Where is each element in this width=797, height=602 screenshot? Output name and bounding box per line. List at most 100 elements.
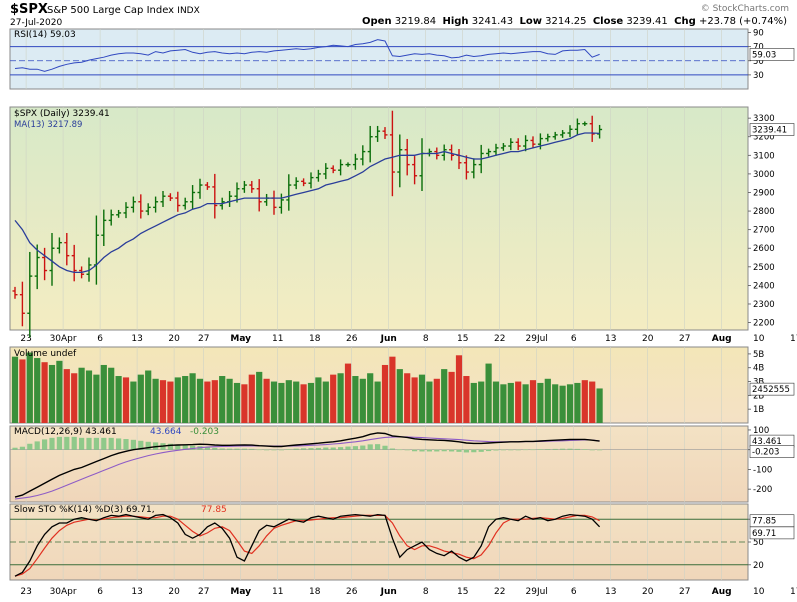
price-legend: $SPX (Daily) 3239.41 [14,109,110,119]
volume-bar [122,377,130,423]
x-tick-label: 26 [346,587,358,597]
rsi-line [14,39,600,72]
x-tick-label: 22 [494,334,505,344]
macd-histogram-bar [552,448,558,450]
volume-bar [152,378,159,423]
macd-histogram-bar [227,448,233,450]
macd-histogram-bar [116,438,122,450]
macd-histogram-bar [308,448,314,450]
volume-bar [167,381,174,423]
volume-bar [85,370,93,423]
macd-histogram-bar [234,448,240,450]
volume-bar [93,374,100,423]
volume-bar [270,381,278,423]
x-tick-label: 17 [790,587,797,597]
macd-hist-tag: -0.203 [752,448,779,458]
volume-bar [581,380,588,423]
price-y-tick-label: 2400 [753,281,775,291]
volume-bar [552,384,559,423]
macd-histogram-bar [589,449,595,451]
macd-histogram-bar [493,449,499,451]
volume-bar [19,359,26,423]
volume-bar [389,356,396,423]
macd-histogram-bar [138,440,144,450]
sto-d-legend: 77.85 [201,505,227,515]
macd-histogram-bar [301,448,307,450]
x-tick-label: Aug [712,587,732,597]
volume-y-tick-label: 2B [753,391,764,401]
macd-y-tick-label: -100 [753,465,772,475]
x-tick-label: 27 [198,587,209,597]
volume-bar [182,376,189,423]
ma-legend: MA(13) 3217.89 [14,120,82,130]
macd-histogram-bar [241,448,247,450]
macd-histogram-bar [42,439,48,450]
volume-value-tag: 2452555 [752,385,790,395]
brand-logo: © StockCharts.com [700,4,789,14]
volume-bar [448,371,455,423]
x-tick-label: 18 [309,334,321,344]
volume-bar [574,382,581,423]
x-tick-label: 10 [753,334,765,344]
macd-hist-tag-box [749,445,795,458]
macd-histogram-bar [537,449,543,450]
macd-histogram-bar [219,448,225,450]
rsi-value-tag-box [749,48,795,61]
macd-histogram-bar [456,449,462,452]
macd-histogram-bar [19,446,25,450]
macd-histogram-bar [27,443,33,450]
volume-bar [433,378,440,423]
volume-bar [529,380,537,423]
x-tick-label: 8 [423,587,429,597]
macd-histogram-bar [330,447,336,450]
macd-histogram-bar [167,443,173,450]
ohlc-readout: Open 3219.84 High 3241.43 Low 3214.25 Cl… [362,16,787,27]
macd-histogram-bar [523,449,529,451]
volume-y-tick-label: 1B [753,405,764,415]
x-tick-label: 20 [168,587,180,597]
security-name-text: S&P 500 Large Cap Index [47,5,175,16]
chg-label: Chg [674,16,696,27]
x-tick-label: 11 [272,587,283,597]
sto-k-tag-box [749,526,795,540]
macd-histogram-bar [508,449,514,451]
x-tick-label: 15 [457,587,468,597]
macd-histogram-bar [582,449,588,450]
macd-value-tag: 43.461 [752,437,782,447]
security-name: S&P 500 Large Cap Index INDX [47,5,200,16]
volume-bar [241,384,248,423]
x-tick-label: 6 [571,587,577,597]
macd-histogram-bar [34,441,40,450]
price-value-tag-box [749,123,795,136]
price-y-tick-label: 2600 [753,244,775,254]
volume-bar [478,381,485,423]
price-value-tag: 3239.41 [752,125,787,135]
volume-bar [381,364,389,423]
sto-k-line [14,513,601,577]
macd-histogram-bar [382,445,388,450]
macd-histogram-bar [389,448,395,450]
x-tick-label: 8 [423,334,429,344]
volume-bar [278,382,285,423]
x-tick-label: 10 [753,587,765,597]
price-y-tick-label: 3300 [753,114,775,124]
macd-hist-legend: -0.203 [190,427,219,437]
macd-histogram-bar [264,449,270,451]
macd-histogram-bar [286,449,292,450]
volume-bar [174,377,181,423]
volume-bar [48,364,56,423]
macd-histogram-bar [545,449,551,450]
volume-bar [418,374,426,423]
macd-histogram-bar [204,446,210,450]
volume-y-tick-label: 3B [753,378,764,388]
volume-bar [337,373,344,423]
macd-histogram-bar [93,437,99,450]
volume-bar [470,382,477,423]
volume-bar [71,373,78,423]
volume-bar [293,381,300,423]
sto-k-tag: 69.71 [752,529,776,539]
x-tick-label: May [230,587,251,597]
volume-bar [596,388,603,423]
sto-y-tick-label: 20 [753,561,764,571]
